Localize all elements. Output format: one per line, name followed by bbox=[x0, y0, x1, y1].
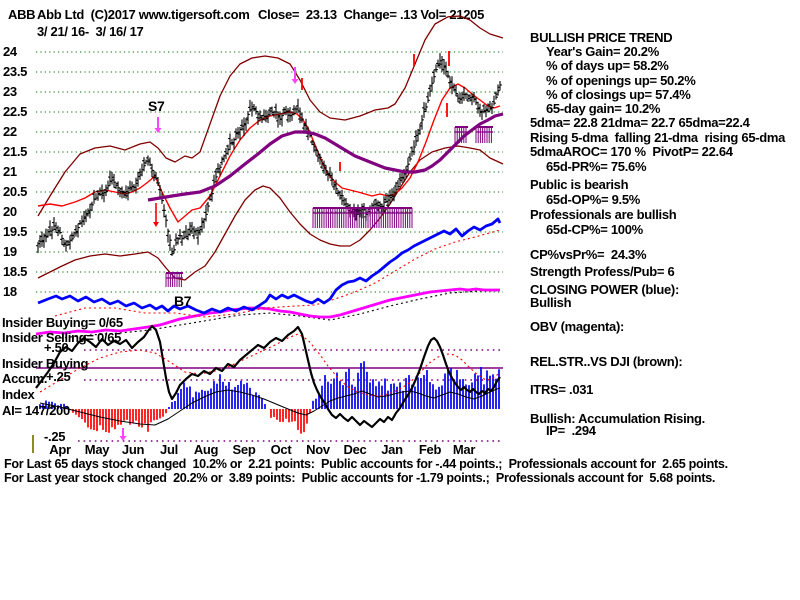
panel-65day-gain: 65-day gain= 10.2% bbox=[546, 101, 661, 116]
quote-line: Close= 23.13 Change= .13 Vol= 21205 bbox=[258, 7, 485, 22]
signal-down-arrowhead-red bbox=[153, 222, 159, 227]
signal-down-arrowhead-magenta bbox=[119, 436, 127, 441]
overlay-label: +.50 bbox=[44, 340, 69, 355]
month-label: Jan bbox=[381, 442, 403, 457]
panel-65d-cp: 65d-CP%= 100% bbox=[546, 222, 643, 237]
panel-aroc-pivot: 5dmaAROC= 170 % PivotP= 22.64 bbox=[530, 144, 733, 159]
price-tick-label: 18.5 bbox=[3, 264, 27, 279]
buy-signal-label: B7 bbox=[174, 293, 192, 309]
panel-relstr-hdr: REL.STR..VS DJI (brown): bbox=[530, 354, 683, 369]
month-label: Apr bbox=[49, 442, 71, 457]
overlay-label: AI= 147/200 bbox=[2, 403, 70, 418]
month-label: Sep bbox=[233, 442, 256, 457]
overlay-label: Insider Buying= 0/65 bbox=[2, 315, 123, 330]
overlay-label: Accum. bbox=[2, 371, 47, 386]
month-label: Mar bbox=[453, 442, 475, 457]
rel-str-line bbox=[35, 324, 501, 429]
price-tick-label: 19.5 bbox=[3, 224, 27, 239]
panel-dma-values: 5dma= 22.8 21dma= 22.7 65dma=22.4 bbox=[530, 115, 750, 130]
price-tick-label: 18 bbox=[3, 284, 17, 299]
panel-65d-pr: 65d-PR%= 75.6% bbox=[546, 159, 647, 174]
price-tick-label: 19 bbox=[3, 244, 17, 259]
panel-cp-state: Bullish bbox=[530, 295, 572, 310]
month-label: Aug bbox=[194, 442, 219, 457]
panel-years-gain: Year's Gain= 20.2% bbox=[546, 44, 659, 59]
panel-closing-power-hdr: CLOSING POWER (blue): bbox=[530, 282, 679, 297]
price-tick-label: 22.5 bbox=[3, 104, 27, 119]
price-tick-label: 20.5 bbox=[3, 184, 27, 199]
month-label: Jun bbox=[122, 442, 145, 457]
closing-power-average-line bbox=[54, 229, 501, 318]
panel-ip: IP= .294 bbox=[546, 423, 596, 438]
month-label: Dec bbox=[344, 442, 367, 457]
month-label: Oct bbox=[271, 442, 293, 457]
closing-power-line bbox=[37, 217, 502, 315]
signal-down-arrowhead-magenta bbox=[154, 128, 162, 133]
panel-strength: Strength Profess/Pub= 6 bbox=[530, 264, 675, 279]
price-tick-label: 22 bbox=[3, 124, 17, 139]
signal-down-arrowhead-magenta bbox=[291, 79, 299, 84]
price-tick-label: 21.5 bbox=[3, 144, 27, 159]
date-range: 3/ 21/ 16- 3/ 16/ 17 bbox=[37, 24, 144, 39]
panel-public-bearish: Public is bearish bbox=[530, 177, 629, 192]
obv-average-line bbox=[59, 290, 500, 339]
panel-trend-headline: BULLISH PRICE TREND bbox=[530, 30, 673, 45]
panel-obv-hdr: OBV (magenta): bbox=[530, 319, 625, 334]
ticker-symbol: ABB bbox=[8, 7, 36, 22]
panel-days-up: % of days up= 58.2% bbox=[546, 58, 669, 73]
month-label: May bbox=[85, 442, 110, 457]
month-label: Nov bbox=[306, 442, 331, 457]
overlay-label: Insider Selling= 0/65 bbox=[2, 330, 121, 345]
panel-65d-op: 65d-OP%= 9.5% bbox=[546, 192, 641, 207]
panel-itrs: ITRS= .031 bbox=[530, 382, 594, 397]
panel-professionals: Professionals are bullish bbox=[530, 207, 677, 222]
overlay-label: Insider Buying bbox=[2, 356, 88, 371]
upper-trading-band bbox=[37, 15, 504, 217]
price-tick-label: 23.5 bbox=[3, 64, 27, 79]
obv-line bbox=[35, 287, 500, 336]
month-label: Feb bbox=[419, 442, 442, 457]
overlay-label: +.25 bbox=[46, 369, 71, 384]
price-tick-label: 24 bbox=[3, 44, 18, 59]
ma65-line bbox=[147, 112, 504, 202]
footer-year-summary: For Last year stock changed 20.2% or 3.8… bbox=[4, 471, 716, 485]
panel-closings-up: % of closings up= 57.4% bbox=[546, 87, 691, 102]
overlay-label: Index bbox=[2, 387, 36, 402]
sell-signal-label: S7 bbox=[148, 98, 165, 114]
panel-openings-up: % of openings up= 50.2% bbox=[546, 73, 696, 88]
chart-title: Abb Ltd (C)2017 www.tigersoft.com bbox=[37, 7, 250, 22]
footer-65day-summary: For Last 65 days stock changed 10.2% or … bbox=[4, 457, 728, 471]
price-tick-label: 20 bbox=[3, 204, 17, 219]
panel-dma-direction: Rising 5-dma falling 21-dma rising 65-dm… bbox=[530, 130, 786, 145]
panel-cp-vs-pr: CP%vsPr%= 24.3% bbox=[530, 247, 647, 262]
price-tick-label: 23 bbox=[3, 84, 17, 99]
panel-accum-state: Bullish: Accumulation Rising. bbox=[530, 411, 705, 426]
accum-index-avg-line bbox=[39, 387, 501, 426]
month-label: Jul bbox=[160, 442, 178, 457]
overlay-label: -.25 bbox=[44, 429, 65, 444]
price-tick-label: 21 bbox=[3, 164, 17, 179]
